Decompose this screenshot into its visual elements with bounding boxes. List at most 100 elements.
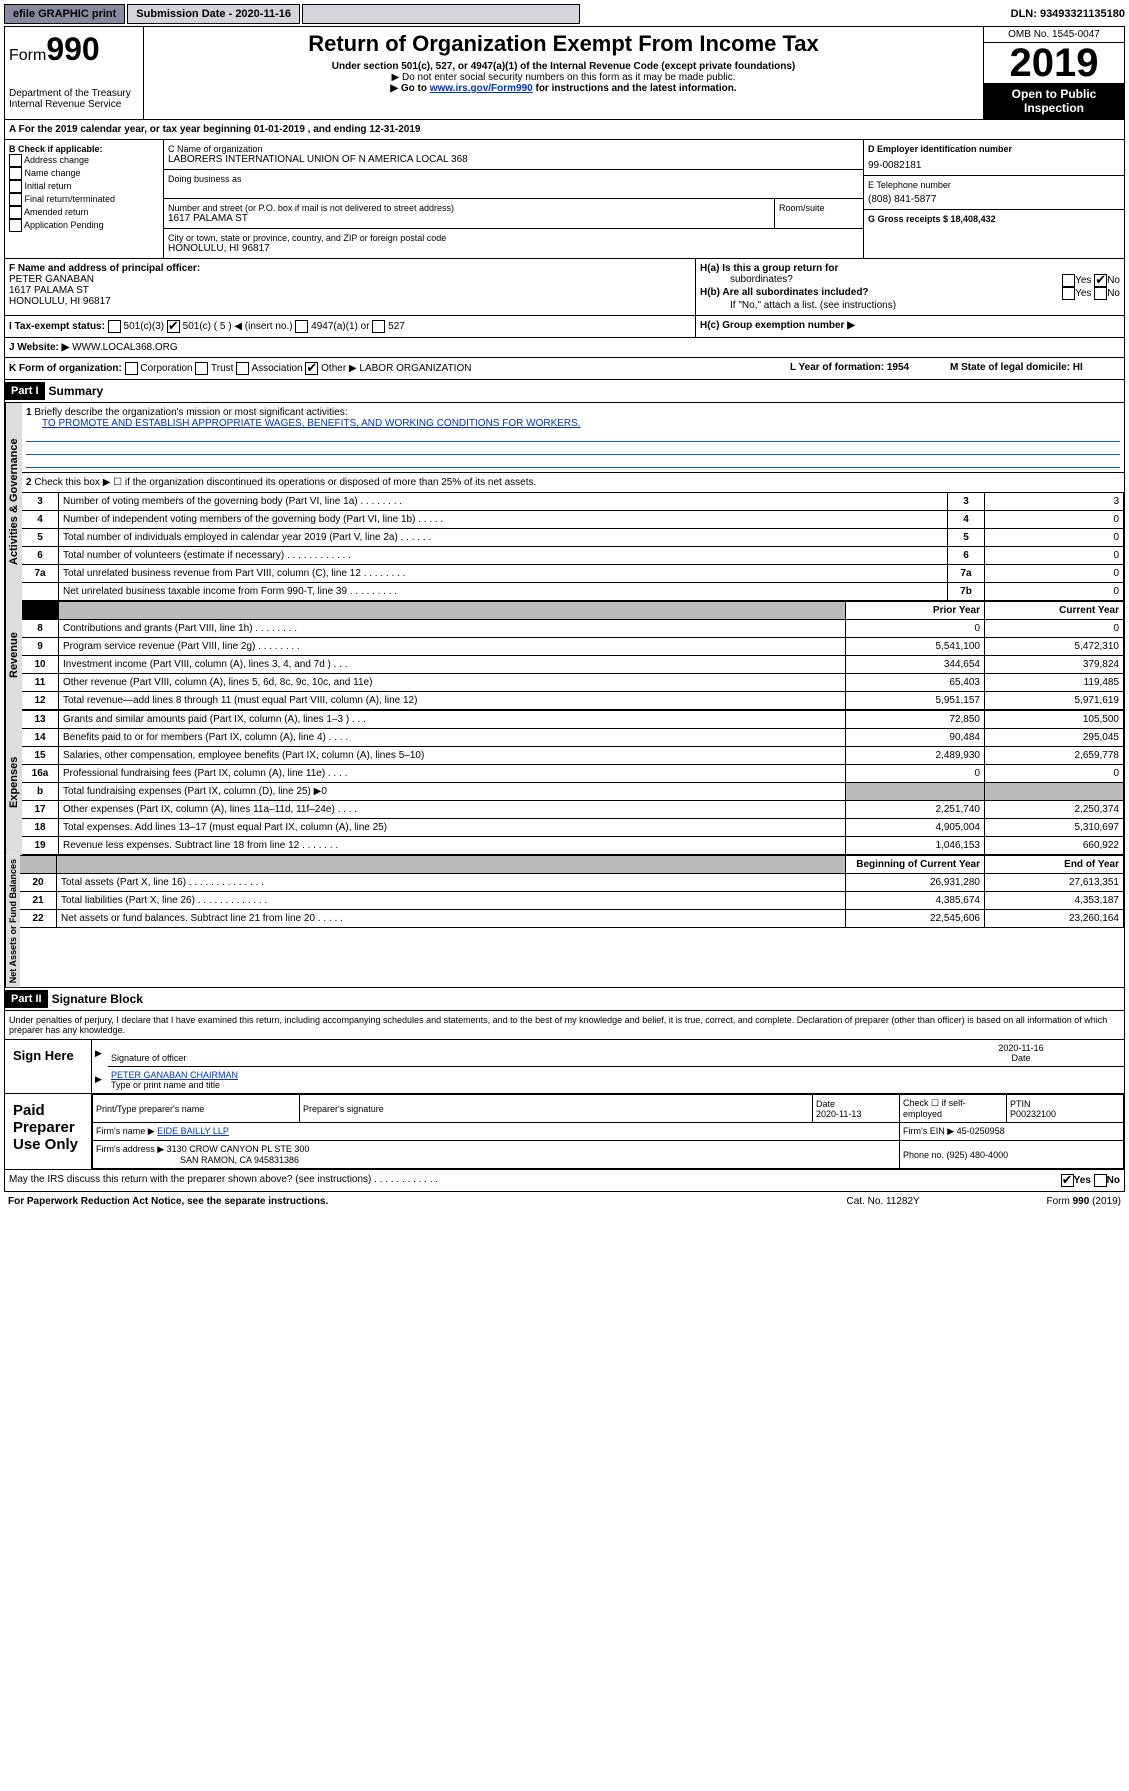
room-label: Room/suite (775, 199, 863, 228)
begin-year-hdr: Beginning of Current Year (846, 856, 985, 874)
initial-check[interactable] (9, 180, 22, 193)
goto-post: for instructions and the latest informat… (533, 83, 737, 94)
period-row: A For the 2019 calendar year, or tax yea… (4, 120, 1125, 140)
type-name-label: Type or print name and title (111, 1080, 220, 1090)
corp-check[interactable] (125, 362, 138, 375)
top-bar: efile GRAPHIC print Submission Date - 20… (4, 4, 1125, 24)
firm-addr-label: Firm's address ▶ (96, 1144, 164, 1154)
c-label: C Name of organization (168, 144, 859, 154)
j-label: J Website: ▶ (9, 342, 69, 353)
governance-tab: Activities & Governance (5, 403, 22, 601)
c5-check[interactable] (167, 320, 180, 333)
date-label2: Date (816, 1099, 835, 1109)
org-name: LABORERS INTERNATIONAL UNION OF N AMERIC… (168, 154, 859, 165)
g-label: G Gross receipts $ 18,408,432 (868, 214, 1120, 224)
other-val: LABOR ORGANIZATION (359, 363, 471, 374)
assoc-check[interactable] (236, 362, 249, 375)
discuss-text: May the IRS discuss this return with the… (9, 1174, 1061, 1187)
ein: 99-0082181 (868, 160, 1120, 171)
final-check[interactable] (9, 193, 22, 206)
prep-sig-label: Preparer's signature (300, 1095, 813, 1123)
section-ih: I Tax-exempt status: 501(c)(3) 501(c) ( … (4, 316, 1125, 338)
netassets-group: Net Assets or Fund Balances Beginning of… (4, 855, 1125, 988)
sig-officer-label: Signature of officer (111, 1053, 186, 1063)
website: WWW.LOCAL368.ORG (72, 342, 178, 353)
pending-check[interactable] (9, 219, 22, 232)
prep-name-label: Print/Type preparer's name (93, 1095, 300, 1123)
ptin-label: PTIN (1010, 1099, 1031, 1109)
name-change-check[interactable] (9, 167, 22, 180)
revenue-group: Revenue bPrior YearCurrent Year 8Contrib… (4, 601, 1125, 710)
governance-group: Activities & Governance 1 Briefly descri… (4, 403, 1125, 601)
a1-check[interactable] (295, 320, 308, 333)
trust-check[interactable] (195, 362, 208, 375)
firm-ein-label: Firm's EIN ▶ (903, 1126, 954, 1136)
officer-printed: PETER GANABAN CHAIRMAN (111, 1070, 238, 1080)
i-label: I Tax-exempt status: (9, 321, 105, 332)
c5-label: 501(c) ( 5 ) ◀ (insert no.) (183, 321, 293, 332)
city: HONOLULU, HI 96817 (168, 243, 859, 254)
l-label: L Year of formation: 1954 (790, 362, 950, 375)
part1-title: Summary (45, 380, 108, 402)
expenses-table: 13Grants and similar amounts paid (Part … (22, 710, 1124, 855)
assoc-label: Association (251, 363, 302, 374)
form-number: 990 (46, 31, 99, 67)
ptin: P00232100 (1010, 1109, 1056, 1119)
hb-no-check[interactable] (1094, 287, 1107, 300)
dept-treasury: Department of the Treasury (9, 88, 139, 99)
current-year-hdr: Current Year (985, 602, 1124, 620)
f-label: F Name and address of principal officer: (9, 263, 691, 274)
netassets-tab: Net Assets or Fund Balances (5, 855, 20, 987)
sign-here-block: Sign Here ▶Signature of officer2020-11-1… (4, 1040, 1125, 1094)
discuss-row: May the IRS discuss this return with the… (4, 1170, 1125, 1192)
form-footer: Form 990 (2019) (1047, 1196, 1121, 1207)
street: 1617 PALAMA ST (168, 213, 770, 224)
discuss-no: No (1107, 1175, 1120, 1186)
pending-label: Application Pending (24, 220, 104, 230)
ha-no-check[interactable] (1094, 274, 1107, 287)
amended-check[interactable] (9, 206, 22, 219)
s527-check[interactable] (372, 320, 385, 333)
footer: For Paperwork Reduction Act Notice, see … (4, 1192, 1125, 1211)
firm-phone: Phone no. (925) 480-4000 (900, 1141, 1124, 1169)
netassets-table: Beginning of Current YearEnd of Year 20T… (20, 855, 1124, 928)
discuss-yes-check[interactable] (1061, 1174, 1074, 1187)
open-public: Open to Public (1012, 87, 1097, 101)
governance-table: 3Number of voting members of the governi… (22, 492, 1124, 601)
firm-name-label: Firm's name ▶ (96, 1126, 155, 1136)
city-label: City or town, state or province, country… (168, 233, 859, 243)
subtitle: Under section 501(c), 527, or 4947(a)(1)… (148, 61, 979, 72)
prep-date: 2020-11-13 (816, 1109, 861, 1119)
irs-link[interactable]: www.irs.gov/Form990 (430, 83, 533, 94)
goto-pre: ▶ Go to (390, 83, 429, 94)
end-year-hdr: End of Year (985, 856, 1124, 874)
part1-header: Part I Summary (4, 380, 1125, 403)
sig-date: 2020-11-16 (998, 1043, 1043, 1053)
other-check[interactable] (305, 362, 318, 375)
c3-check[interactable] (108, 320, 121, 333)
perjury-text: Under penalties of perjury, I declare th… (4, 1011, 1125, 1040)
line2: Check this box ▶ ☐ if the organization d… (34, 477, 536, 488)
hb-yes-check[interactable] (1062, 287, 1075, 300)
dba-label: Doing business as (168, 174, 859, 184)
trust-label: Trust (211, 363, 233, 374)
other-label: Other ▶ (321, 363, 356, 374)
discuss-no-check[interactable] (1094, 1174, 1107, 1187)
form-title: Return of Organization Exempt From Incom… (148, 31, 979, 57)
no1: No (1107, 275, 1120, 286)
subs-label: subordinates? (700, 274, 793, 287)
self-emp-check[interactable]: Check ☐ if self-employed (900, 1095, 1007, 1123)
prior-year-hdr: Prior Year (846, 602, 985, 620)
ha-yes-check[interactable] (1062, 274, 1075, 287)
name-change-label: Name change (25, 168, 81, 178)
submission-button[interactable]: Submission Date - 2020-11-16 (127, 4, 300, 24)
addr-change-check[interactable] (9, 154, 22, 167)
yes2: Yes (1075, 288, 1091, 299)
hc-label: H(c) Group exemption number ▶ (696, 316, 1124, 337)
officer-name: PETER GANABAN (9, 274, 691, 285)
revenue-tab: Revenue (5, 601, 22, 710)
efile-button[interactable]: efile GRAPHIC print (4, 4, 125, 24)
dln: DLN: 93493321135180 (1011, 8, 1125, 20)
paid-label: Paid Preparer Use Only (5, 1094, 92, 1169)
revenue-table: bPrior YearCurrent Year 8Contributions a… (22, 601, 1124, 710)
